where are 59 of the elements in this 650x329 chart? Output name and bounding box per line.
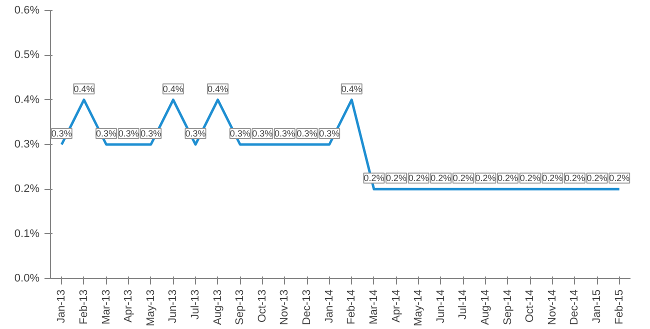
x-tick-label: Jan-14	[323, 289, 336, 324]
data-label: 0.3%	[230, 128, 250, 138]
data-label: 0.2%	[586, 173, 608, 184]
x-tick-label: Dec-13	[301, 289, 314, 325]
data-label: 0.4%	[74, 84, 94, 94]
x-tick-label: Mar-14	[368, 290, 380, 324]
data-label: 0.2%	[609, 173, 630, 184]
x-tick-label: Aug-14	[480, 289, 492, 325]
y-tick-label: 0.3%	[14, 138, 40, 150]
y-tick-label: 0.4%	[14, 94, 40, 106]
data-label: 0.4%	[162, 84, 184, 94]
data-label: 0.2%	[386, 173, 407, 184]
data-label: 0.3%	[319, 128, 340, 138]
data-label: 0.3%	[51, 128, 72, 138]
x-tick-label: Jun-13	[167, 289, 180, 324]
y-tick-label: 0.5%	[14, 49, 40, 62]
x-tick-label: Apr-13	[122, 289, 135, 323]
x-tick-label: May-13	[144, 289, 157, 326]
data-label: 0.2%	[364, 173, 384, 184]
y-tick-label: 0.6%	[14, 4, 40, 16]
x-tick-label: Dec-14	[568, 289, 581, 325]
x-tick-label: Feb-15	[613, 289, 626, 324]
y-tick-label: 0.0%	[14, 272, 40, 284]
data-label: 0.3%	[140, 128, 162, 138]
x-tick-label: Jul-14	[457, 289, 470, 320]
data-label: 0.3%	[96, 128, 117, 138]
x-tick-label: May-14	[412, 289, 425, 326]
x-tick-label: Sep-13	[234, 289, 246, 325]
data-label: 0.4%	[341, 84, 362, 94]
data-label: 0.3%	[274, 128, 295, 138]
data-label: 0.2%	[564, 173, 585, 184]
data-label: 0.2%	[430, 173, 452, 184]
y-tick-label: 0.2%	[14, 183, 40, 196]
x-tick-label: Jun-14	[434, 289, 447, 324]
data-label: 0.3%	[252, 128, 273, 138]
x-tick-label: Mar-13	[100, 290, 112, 324]
x-tick-label: Oct-13	[256, 289, 268, 323]
x-tick-label: Feb-14	[346, 289, 358, 324]
data-label: 0.2%	[475, 173, 496, 184]
data-label: 0.2%	[520, 173, 540, 184]
y-tick-label: 0.1%	[14, 228, 40, 240]
x-tick-label: Sep-14	[502, 289, 514, 325]
data-label: 0.3%	[296, 128, 318, 138]
data-label: 0.2%	[408, 173, 429, 184]
data-label: 0.3%	[185, 128, 206, 138]
data-label: 0.2%	[452, 173, 474, 184]
x-tick-label: Nov-14	[546, 289, 558, 325]
x-tick-label: Feb-13	[78, 289, 90, 324]
x-tick-label: Oct-14	[524, 289, 536, 323]
data-label: 0.2%	[542, 173, 563, 184]
data-label: 0.2%	[498, 173, 518, 184]
data-label: 0.4%	[208, 84, 228, 94]
x-tick-label: Jan-13	[56, 289, 68, 324]
x-tick-label: Nov-13	[278, 289, 291, 325]
x-tick-label: Jul-13	[190, 289, 202, 320]
x-tick-label: Jan-15	[591, 289, 604, 324]
x-tick-label: Aug-13	[212, 289, 224, 325]
data-label: 0.3%	[118, 128, 139, 138]
x-tick-label: Apr-14	[390, 289, 402, 323]
